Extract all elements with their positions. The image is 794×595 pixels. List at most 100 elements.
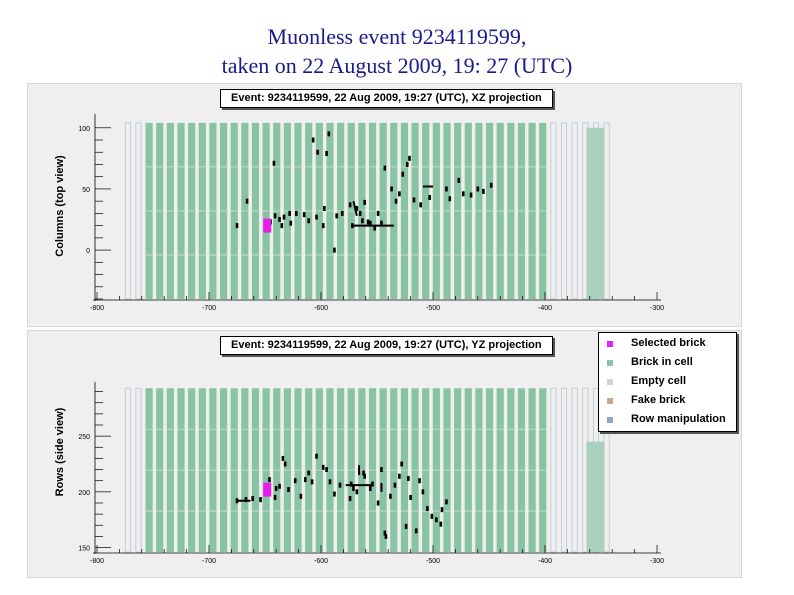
empty-wall	[561, 122, 568, 300]
x-tick-label: -300	[650, 305, 664, 312]
hit-point	[361, 218, 364, 224]
empty-wall	[135, 122, 142, 300]
hit-point	[461, 191, 465, 197]
hit-point	[293, 478, 297, 484]
legend-swatch-fake-brick	[607, 398, 613, 404]
hit-point	[245, 198, 249, 204]
hit-point	[426, 506, 429, 512]
hit-point	[440, 507, 444, 513]
empty-wall	[124, 387, 131, 553]
hit-point	[287, 487, 290, 493]
hit-point	[457, 177, 461, 183]
y-tick-label: 0	[86, 248, 90, 255]
hit-point	[278, 217, 281, 223]
hit-point	[325, 150, 328, 156]
hit-point	[328, 479, 332, 485]
hit-point	[268, 477, 271, 483]
empty-wall	[561, 387, 568, 553]
xz-chart-title: Event: 9234119599, 22 Aug 2009, 19:27 (U…	[220, 89, 553, 108]
hit-point	[405, 161, 409, 167]
hit-point	[315, 214, 318, 220]
hit-point	[282, 214, 286, 220]
hit-point	[355, 206, 359, 211]
hit-point	[376, 500, 380, 506]
module-block	[586, 441, 605, 552]
hit-point	[348, 202, 352, 208]
hit-point	[401, 171, 405, 177]
hit-point	[333, 491, 336, 497]
hit-point	[398, 191, 401, 197]
x-tick-label: -600	[314, 305, 328, 312]
hit-point	[393, 482, 397, 488]
hit-point	[371, 481, 374, 487]
hit-point	[390, 186, 393, 192]
legend-label: Row manipulation	[631, 413, 726, 425]
hit-point	[445, 186, 448, 192]
legend-label: Brick in cell	[631, 356, 693, 368]
x-tick-label: -700	[202, 558, 216, 565]
hit-point	[327, 131, 331, 137]
hit-point	[351, 223, 354, 229]
empty-wall	[124, 122, 131, 300]
hit-point	[281, 455, 285, 461]
hit-point	[414, 528, 418, 534]
y-tick-label: 100	[78, 126, 90, 133]
selected-brick	[263, 218, 272, 233]
legend-label: Selected brick	[631, 337, 706, 349]
yz-chart-title: Event: 9234119599, 22 Aug 2009, 19:27 (U…	[220, 336, 553, 355]
hit-point	[307, 218, 310, 224]
yz-y-axis-label: Rows (side view)	[54, 407, 66, 497]
xz-projection-chart: 0 50 100 -800 -700 -600 -500 -400 -300	[78, 114, 664, 312]
hit-point	[295, 210, 298, 216]
x-tick-label: -800	[90, 305, 104, 312]
empty-wall	[571, 387, 578, 553]
x-tick-label: -400	[538, 558, 552, 565]
x-tick-label: -500	[426, 305, 440, 312]
page-title-line1: Muonless event 9234119599,	[267, 24, 527, 49]
y-tick-label: 200	[78, 490, 90, 497]
hit-point	[404, 523, 408, 529]
hit-point	[273, 494, 277, 500]
hit-point	[448, 196, 452, 202]
page-title-line2: taken on 22 August 2009, 19: 27 (UTC)	[221, 53, 573, 78]
hit-point	[321, 464, 325, 470]
hit-point	[469, 192, 473, 198]
hit-point	[384, 533, 388, 539]
hit-point	[366, 219, 370, 225]
hit-point	[439, 521, 443, 527]
selected-brick	[263, 482, 272, 497]
yz-projection-chart: 150 200 250 -800 -700 -600 -500 -400 -300	[78, 382, 664, 565]
hit-point	[307, 470, 310, 476]
hit-point	[430, 513, 434, 519]
hit-point	[380, 220, 383, 226]
xz-y-axis-label: Columns (top view)	[54, 155, 66, 257]
hit-point	[349, 481, 353, 487]
hit-point	[348, 496, 352, 502]
empty-wall	[603, 122, 610, 300]
legend-swatch-empty-cell	[607, 379, 613, 385]
hit-point	[482, 188, 485, 194]
y-tick-label: 50	[82, 187, 90, 194]
hit-point	[335, 213, 338, 219]
hit-point	[299, 493, 303, 499]
hit-point	[280, 223, 284, 229]
hit-point	[323, 206, 326, 211]
hit-point	[302, 212, 306, 218]
hit-point	[373, 225, 377, 231]
hit-point	[412, 197, 416, 203]
hit-point	[476, 186, 480, 192]
hit-point	[235, 498, 239, 504]
hit-point	[407, 475, 410, 481]
hit-point	[389, 493, 392, 499]
hit-point	[355, 489, 359, 495]
y-tick-label: 150	[78, 546, 90, 553]
legend-swatch-selected-brick	[607, 341, 613, 347]
hit-point	[368, 485, 372, 491]
hit-point	[380, 467, 383, 473]
legend-label: Fake brick	[631, 394, 686, 406]
hit-point	[244, 497, 248, 503]
legend-swatch-brick-in-cell	[607, 360, 613, 366]
empty-wall	[550, 387, 557, 553]
hit-point	[283, 461, 287, 467]
